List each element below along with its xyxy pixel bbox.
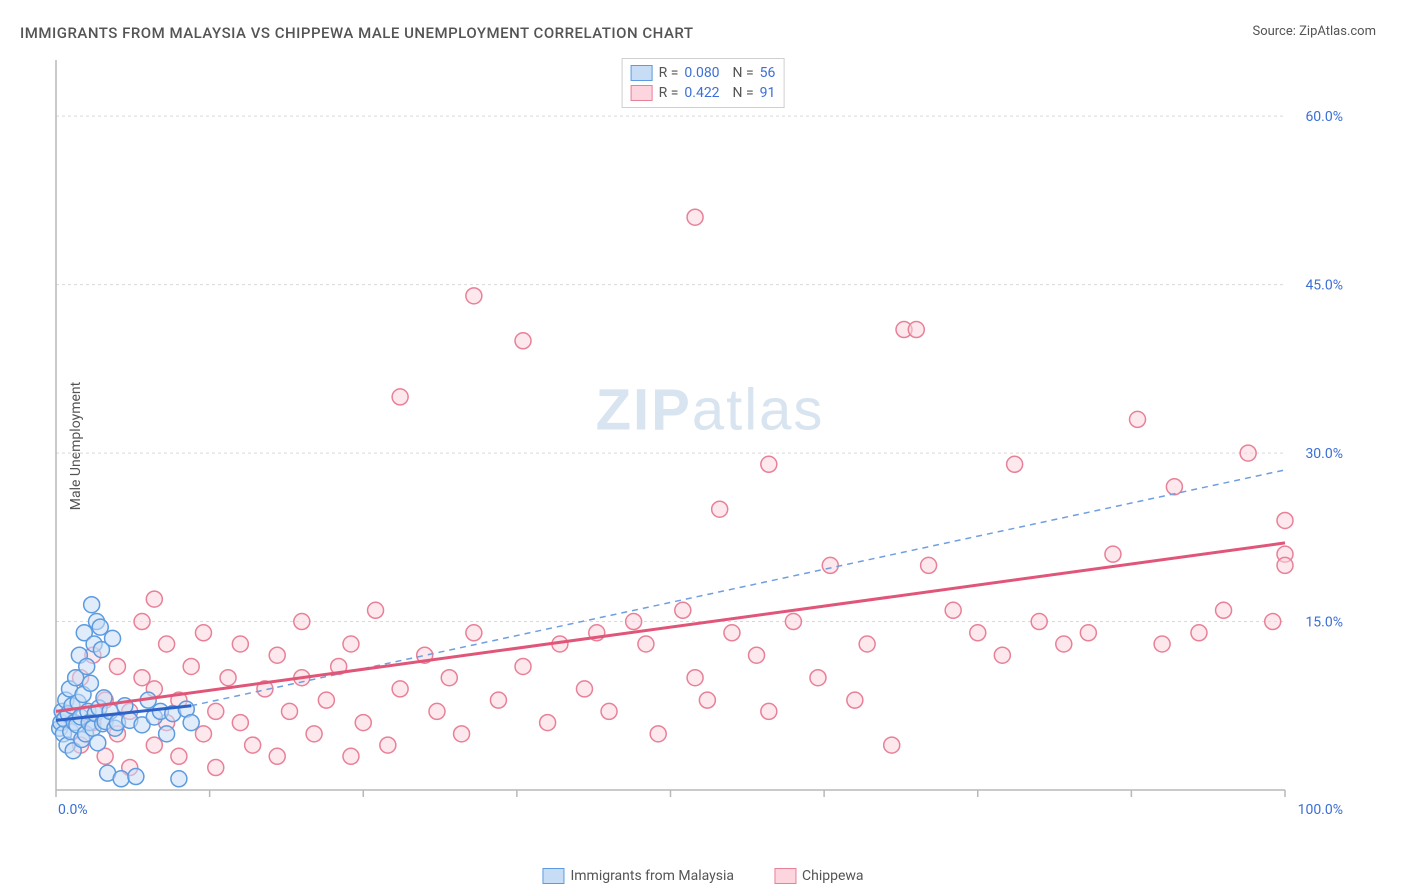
swatch-chippewa-bottom (774, 868, 796, 884)
chart-area: 15.0%30.0%45.0%60.0%0.0%100.0% ZIPatlas (50, 60, 1370, 820)
swatch-malaysia-bottom (542, 868, 564, 884)
chart-title: IMMIGRANTS FROM MALAYSIA VS CHIPPEWA MAL… (20, 24, 693, 42)
svg-text:0.0%: 0.0% (58, 802, 88, 818)
legend-item-chippewa: Chippewa (774, 868, 864, 884)
svg-text:45.0%: 45.0% (1305, 278, 1343, 294)
legend-series: Immigrants from Malaysia Chippewa (542, 868, 863, 884)
svg-text:15.0%: 15.0% (1305, 615, 1343, 631)
source-attribution: Source: ZipAtlas.com (1252, 24, 1376, 39)
legend-label: Immigrants from Malaysia (570, 868, 734, 884)
svg-text:100.0%: 100.0% (1298, 802, 1343, 818)
scatter-plot: 15.0% 30.0% 45.0% 60.0% 0.0% 100.0% (50, 60, 1370, 820)
swatch-chippewa (631, 85, 653, 101)
legend-row-chippewa: R = 0.422 N = 91 (631, 83, 776, 103)
legend-row-malaysia: R = 0.080 N = 56 (631, 63, 776, 83)
svg-text:60.0%: 60.0% (1305, 109, 1343, 125)
legend-item-malaysia: Immigrants from Malaysia (542, 868, 734, 884)
legend-label: Chippewa (802, 868, 864, 884)
svg-text:30.0%: 30.0% (1305, 446, 1343, 462)
legend-correlation: R = 0.080 N = 56 R = 0.422 N = 91 (622, 58, 785, 108)
swatch-malaysia (631, 65, 653, 81)
